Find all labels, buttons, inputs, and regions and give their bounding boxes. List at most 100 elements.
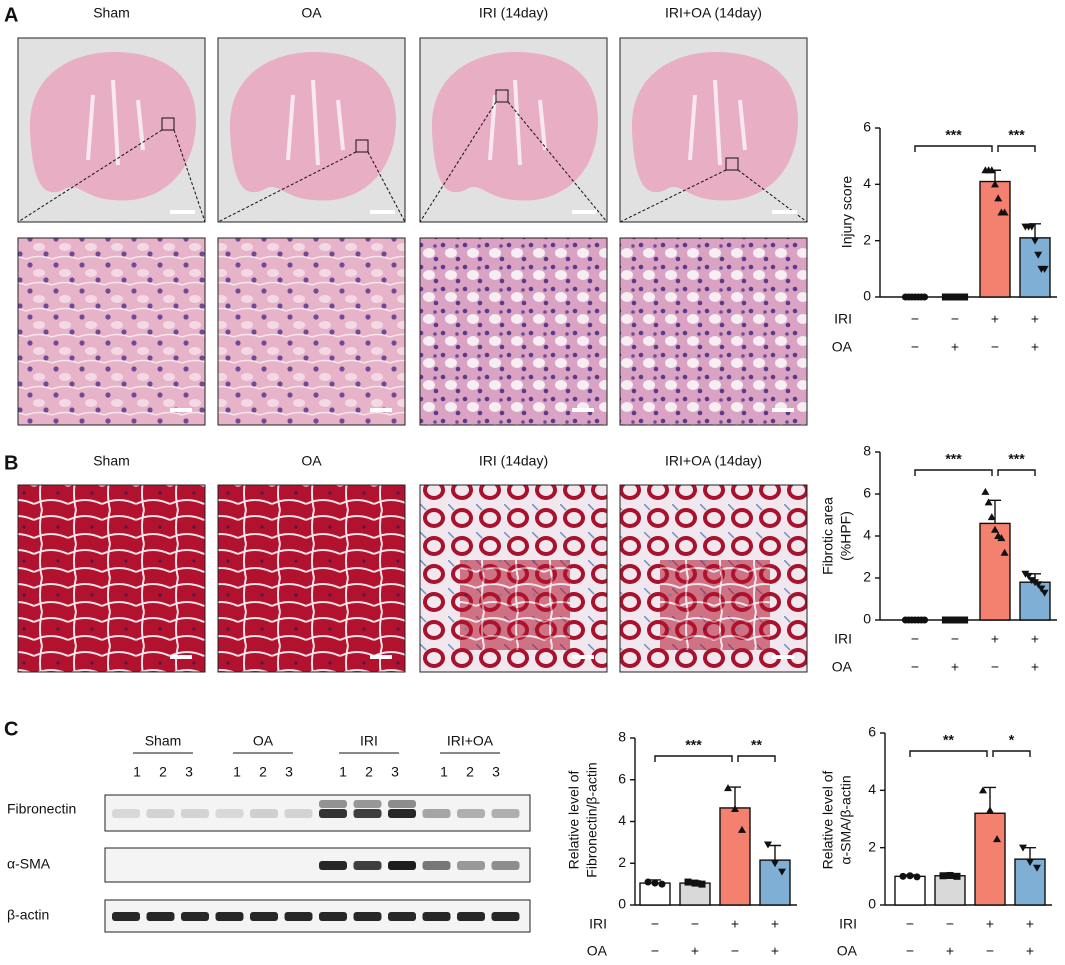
condition-sign: − <box>906 943 914 959</box>
band <box>146 912 175 921</box>
band <box>388 800 416 808</box>
condition-sign: − <box>946 916 954 932</box>
scale-bar <box>572 408 594 412</box>
condition-sign: − <box>911 339 919 355</box>
scale-bar <box>170 408 192 412</box>
point <box>691 879 699 887</box>
point <box>899 872 907 880</box>
zoom-box <box>355 139 369 153</box>
zoom-line <box>217 151 357 223</box>
bar <box>974 812 1006 906</box>
scale-bar <box>772 210 797 214</box>
zoom-box <box>161 117 175 131</box>
band <box>181 809 209 818</box>
medulla <box>688 79 747 166</box>
y-tick-label: 8 <box>863 443 871 459</box>
point <box>991 525 999 533</box>
y-tick-label: 0 <box>618 896 626 912</box>
scale-bar <box>170 655 192 659</box>
condition-sign: − <box>911 659 919 675</box>
band <box>215 912 244 921</box>
y-tick-label: 2 <box>863 569 871 585</box>
point <box>1040 589 1049 597</box>
blot-label: α-SMA <box>7 856 51 872</box>
point <box>1026 859 1034 866</box>
band <box>181 912 209 921</box>
condition-sign: − <box>651 916 659 932</box>
condition-sign: + <box>946 943 954 959</box>
significance-label: * <box>1009 732 1015 748</box>
point <box>913 873 921 881</box>
band <box>353 861 382 870</box>
y-axis-label: Relative level of <box>820 770 836 869</box>
point <box>987 166 996 174</box>
condition-sign: − <box>911 631 919 647</box>
band <box>491 912 520 921</box>
significance-bracket <box>997 145 1036 152</box>
zoom-line <box>17 129 163 223</box>
condition-sign: + <box>691 943 699 959</box>
y-axis-label: Injury score <box>839 176 855 249</box>
point <box>764 841 772 849</box>
condition-sign: + <box>1031 659 1039 675</box>
zoom-box <box>495 89 509 103</box>
lane-number: 3 <box>492 764 500 780</box>
condition-sign: − <box>731 943 739 959</box>
bar <box>759 859 791 906</box>
y-tick-label: 2 <box>618 854 626 870</box>
point <box>961 293 969 301</box>
condition-sign: − <box>691 916 699 932</box>
point <box>961 616 969 624</box>
band <box>457 861 485 870</box>
band <box>457 809 485 818</box>
condition-sign: + <box>1031 339 1039 355</box>
lane-number: 3 <box>185 764 193 780</box>
point <box>946 871 954 879</box>
point <box>991 180 999 188</box>
point <box>986 806 994 814</box>
band <box>146 809 175 818</box>
condition-label: OA <box>587 943 608 959</box>
point <box>987 513 996 521</box>
y-axis-label: Fibronectin/β-actin <box>584 762 600 877</box>
condition-sign: − <box>911 311 919 327</box>
image-title: IRI+OA (14day) <box>665 453 762 469</box>
band <box>388 809 416 818</box>
trichrome-image <box>17 484 206 673</box>
condition-label: IRI <box>834 311 852 327</box>
lane-number: 1 <box>133 764 141 780</box>
lane-number: 2 <box>365 764 373 780</box>
medulla <box>488 79 547 166</box>
significance-label: *** <box>1008 451 1025 467</box>
significance-bracket <box>997 469 1036 476</box>
significance-label: ** <box>943 732 954 748</box>
significance-label: *** <box>1008 127 1025 143</box>
zoom-line <box>367 151 406 223</box>
image-title: OA <box>301 453 322 469</box>
band <box>319 912 347 921</box>
y-tick-label: 6 <box>618 770 626 786</box>
blot-label: β-actin <box>7 907 49 923</box>
panel-letter: C <box>4 718 18 740</box>
scale-bar <box>170 210 195 214</box>
point <box>771 860 779 868</box>
point <box>994 194 1003 202</box>
bar <box>1019 581 1051 621</box>
band <box>388 861 416 870</box>
y-tick-label: 2 <box>868 838 876 854</box>
band <box>250 912 278 921</box>
scale-bar <box>572 210 597 214</box>
group-label: Sham <box>145 733 182 749</box>
condition-label: OA <box>832 339 853 355</box>
point <box>939 872 947 880</box>
panel-letter: B <box>4 452 18 474</box>
image-title: IRI (14day) <box>479 453 548 469</box>
zoom-image <box>419 237 608 426</box>
band <box>319 809 347 818</box>
band <box>491 809 520 818</box>
condition-sign: + <box>731 916 739 932</box>
condition-sign: − <box>991 659 999 675</box>
significance-bracket <box>909 750 988 757</box>
error-bar <box>729 786 741 808</box>
